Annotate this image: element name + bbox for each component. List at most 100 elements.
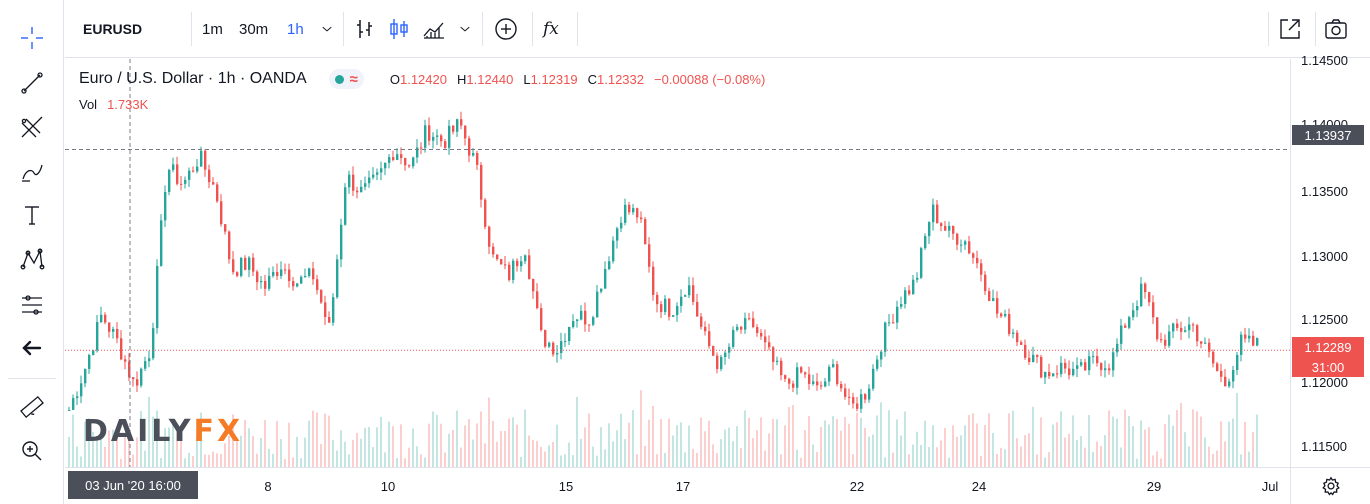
market-status-pill[interactable]: ≈ [328,69,364,89]
candle-body [1176,323,1179,328]
volume-bar [504,430,506,467]
interval-30m[interactable]: 30m [239,20,269,38]
interval-dropdown-chevron-icon[interactable] [319,12,335,46]
volume-bar [1088,414,1090,467]
brush-tool-icon[interactable] [12,155,52,187]
volume-bar [108,430,110,467]
volume-bar [1232,418,1234,467]
pattern-tool-icon[interactable] [12,243,52,275]
candle-body [1084,362,1087,371]
volume-bar [1080,436,1082,467]
time-axis[interactable]: 8 10 15 17 22 24 29 Jul 03 Jun '20 16:00 [65,467,1290,504]
interval-1h[interactable]: 1h [287,20,304,38]
candle-body [596,291,599,318]
volume-bar [1116,418,1118,467]
interval-1m[interactable]: 1m [202,20,223,38]
candle-body [428,125,431,141]
candle-body [1156,317,1159,340]
candle-body [1164,339,1167,346]
zoom-in-icon[interactable] [12,435,52,467]
volume-bar [724,429,726,467]
time-tick: 15 [558,479,574,494]
candle-body [632,208,635,213]
ruler-icon[interactable] [12,391,52,423]
volume-bar [500,431,502,467]
candle-body [592,317,595,325]
candle-body [180,183,183,185]
candle-body [768,342,771,348]
volume-bar [1056,422,1058,467]
candle-body [852,397,855,404]
candle-body [968,241,971,254]
volume-bar [548,445,550,467]
volume-bar [604,449,606,467]
text-tool-icon[interactable] [12,199,52,231]
candle-body [84,368,87,384]
volume-bar [688,425,690,467]
candle-body [1208,342,1211,352]
volume-bar [216,453,218,467]
toolbar-divider [8,378,56,379]
volume-bar [1136,458,1138,467]
candle-body [840,384,843,389]
candle-body [744,318,747,330]
candle-body [804,372,807,375]
volume-bar [924,420,926,467]
fib-tool-icon[interactable] [12,111,52,143]
candle-body [956,233,959,245]
candle-body [984,274,987,292]
candle-body [848,396,851,398]
volume-bar [588,413,590,467]
volume-bar [708,420,710,467]
candle-body [340,224,343,260]
volume-bar [476,423,478,467]
prediction-tool-icon[interactable] [12,288,52,320]
candle-body [756,327,759,333]
volume-bar [1152,455,1154,467]
volume-bar [524,409,526,467]
volume-bar [1072,415,1074,467]
volume-bar [612,441,614,467]
chart-pane[interactable] [65,59,1290,467]
volume-bar [312,410,314,467]
volume-bar [196,434,198,467]
volume-bar [1184,432,1186,467]
candle-body [240,257,243,276]
candle-body [172,164,175,170]
compare-add-icon[interactable] [493,12,519,46]
volume-bar [1164,424,1166,467]
candle-body [292,281,295,287]
volume-bar [420,454,422,467]
candle-body [788,378,791,384]
back-arrow-icon[interactable] [12,332,52,364]
price-axis[interactable]: 1.14500 1.14000 1.13500 1.13000 1.12500 … [1290,53,1370,467]
settings-gear-icon[interactable] [1290,467,1370,504]
candles-style-icon[interactable] [386,12,412,46]
crosshair-tool-icon[interactable] [12,22,52,54]
volume-bar [532,440,534,467]
volume-bar [332,439,334,467]
chart-style-chevron-icon[interactable] [457,12,473,46]
indicators-button[interactable]: fx [543,12,559,46]
camera-icon[interactable] [1323,12,1349,46]
volume-bar [352,439,354,467]
open-external-icon[interactable] [1277,12,1303,46]
bar-countdown-label: 31:00 [1292,357,1364,377]
candle-body [644,219,647,245]
candlestick-chart[interactable] [65,59,1290,467]
volume-bar [756,430,758,467]
symbol-search[interactable]: EURUSD [83,21,143,37]
volume-bar [232,414,234,467]
volume-bar [608,423,610,467]
volume-bar [1212,453,1214,467]
volume-bar [628,422,630,467]
volume-bar [344,441,346,467]
volume-bar [980,456,982,467]
candle-body [164,192,167,221]
area-style-icon[interactable] [421,12,447,46]
trend-line-icon[interactable] [12,67,52,99]
candle-body [1256,338,1259,346]
volume-bar [664,453,666,467]
candle-body [288,269,291,282]
bars-style-icon[interactable] [352,12,378,46]
